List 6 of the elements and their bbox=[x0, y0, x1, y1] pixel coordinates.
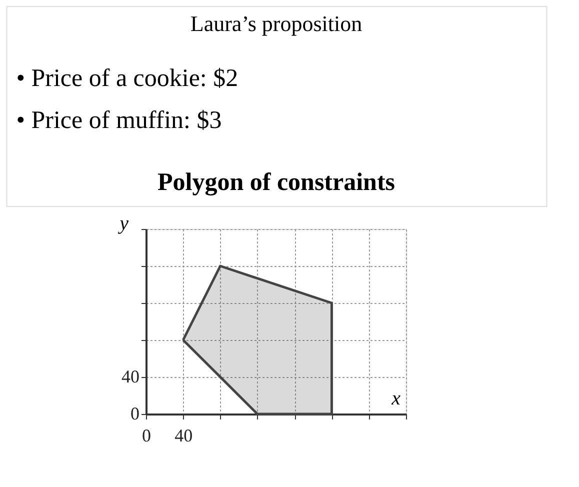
text: • Price of muffin: $3 bbox=[16, 107, 222, 134]
text: • Price of a cookie: $2 bbox=[16, 65, 238, 92]
x-axis-title: x bbox=[390, 388, 401, 410]
y-axis-title: y bbox=[118, 212, 129, 234]
chart-subtitle: Polygon of constraints bbox=[158, 169, 396, 196]
chart-title: Laura’s proposition bbox=[190, 11, 362, 36]
